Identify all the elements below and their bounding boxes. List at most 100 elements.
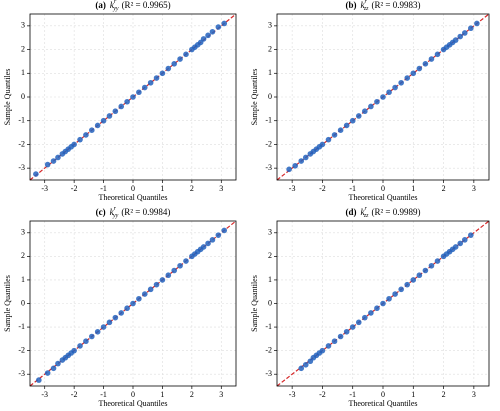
point xyxy=(302,154,309,161)
point xyxy=(89,333,95,340)
x-tick-label: 2 xyxy=(442,390,446,399)
point xyxy=(298,365,305,372)
title-label: (a) xyxy=(95,0,106,10)
point xyxy=(422,61,429,67)
point xyxy=(325,343,332,349)
point xyxy=(124,98,130,105)
point xyxy=(468,232,474,238)
point xyxy=(452,37,459,43)
point xyxy=(50,158,57,164)
x-tick-label: -2 xyxy=(71,184,78,193)
point xyxy=(136,295,142,302)
point xyxy=(141,84,148,91)
x-tick-label: -3 xyxy=(41,184,48,193)
point xyxy=(380,300,386,307)
x-tick-label: 1 xyxy=(160,184,164,193)
point xyxy=(368,310,374,316)
point xyxy=(171,61,177,67)
x-tick-label: 3 xyxy=(472,390,476,399)
point xyxy=(428,56,435,62)
point xyxy=(428,262,435,269)
point xyxy=(221,20,228,27)
title-sup: r xyxy=(114,0,117,5)
point xyxy=(177,262,183,269)
point xyxy=(94,328,101,335)
point xyxy=(362,108,368,115)
point xyxy=(50,365,57,372)
axes-frame xyxy=(29,13,237,181)
point xyxy=(77,136,83,143)
point xyxy=(452,244,459,250)
y-tick-label: 1 xyxy=(268,68,272,77)
title-sup: r xyxy=(364,0,367,5)
title-label: (d) xyxy=(345,207,356,217)
point xyxy=(209,28,216,35)
x-tick-label: 1 xyxy=(411,184,415,193)
y-tick-label: -3 xyxy=(265,369,272,378)
point xyxy=(44,161,51,168)
y-tick-label: -1 xyxy=(18,322,25,331)
panel: -3 -2 -1 0 1 2 3 -3 -2 -1 0 1 2 3 (a) kr yy (R² = 0.9965)… xyxy=(3,0,237,202)
y-tick-label: 2 xyxy=(268,251,272,260)
point xyxy=(165,272,172,279)
x-tick-label: -2 xyxy=(319,390,326,399)
y-tick-label: 3 xyxy=(268,228,272,237)
y-tick-label: -3 xyxy=(18,369,25,378)
y-tick-label: -3 xyxy=(18,163,25,172)
point xyxy=(147,286,154,293)
point xyxy=(362,314,368,321)
point xyxy=(457,240,464,247)
x-tick-label: -3 xyxy=(41,390,48,399)
point xyxy=(183,258,189,264)
x-tick-label: 2 xyxy=(442,184,446,193)
point xyxy=(461,237,468,243)
point xyxy=(83,132,89,138)
point xyxy=(100,324,107,330)
y-tick-label: 0 xyxy=(268,298,272,307)
point xyxy=(392,84,398,91)
point xyxy=(153,75,160,81)
x-tick-label: -2 xyxy=(71,390,78,399)
title-label: (c) xyxy=(96,207,106,217)
axes-frame xyxy=(276,220,490,387)
point xyxy=(100,117,107,124)
point xyxy=(398,79,404,86)
point xyxy=(71,347,77,354)
x-tick-label: -1 xyxy=(100,390,107,399)
point xyxy=(112,314,119,321)
y-tick-label: -3 xyxy=(265,163,272,172)
panel-title: (b) kr zz (R² = 0.9983) xyxy=(345,0,420,12)
x-tick-label: 1 xyxy=(411,390,415,399)
point xyxy=(183,51,189,58)
title-stat: (R² = 0.9983) xyxy=(371,0,420,10)
point xyxy=(33,171,39,177)
title-sub: zz xyxy=(363,213,369,219)
point xyxy=(398,286,404,293)
y-tick-label: 1 xyxy=(21,68,25,77)
point xyxy=(474,20,480,27)
point xyxy=(124,305,130,312)
x-tick-label: 1 xyxy=(160,390,164,399)
point xyxy=(44,370,51,376)
point xyxy=(89,127,95,133)
y-tick-label: 3 xyxy=(21,228,25,237)
point xyxy=(83,338,89,345)
y-tick-label: 2 xyxy=(21,44,25,53)
point xyxy=(434,258,441,264)
point xyxy=(410,277,417,283)
point xyxy=(200,36,207,42)
x-tick-label: 0 xyxy=(131,184,135,193)
x-axis-label: Theoretical Quantiles xyxy=(348,193,417,202)
point xyxy=(205,240,211,247)
point xyxy=(55,154,61,161)
y-tick-label: 3 xyxy=(21,21,25,30)
title-symbol: k xyxy=(110,207,115,217)
point xyxy=(118,310,125,316)
x-tick-label: 3 xyxy=(219,184,223,193)
point xyxy=(349,117,356,124)
point xyxy=(355,113,362,119)
point xyxy=(302,361,309,368)
point xyxy=(165,65,172,72)
y-tick-label: 2 xyxy=(21,251,25,260)
